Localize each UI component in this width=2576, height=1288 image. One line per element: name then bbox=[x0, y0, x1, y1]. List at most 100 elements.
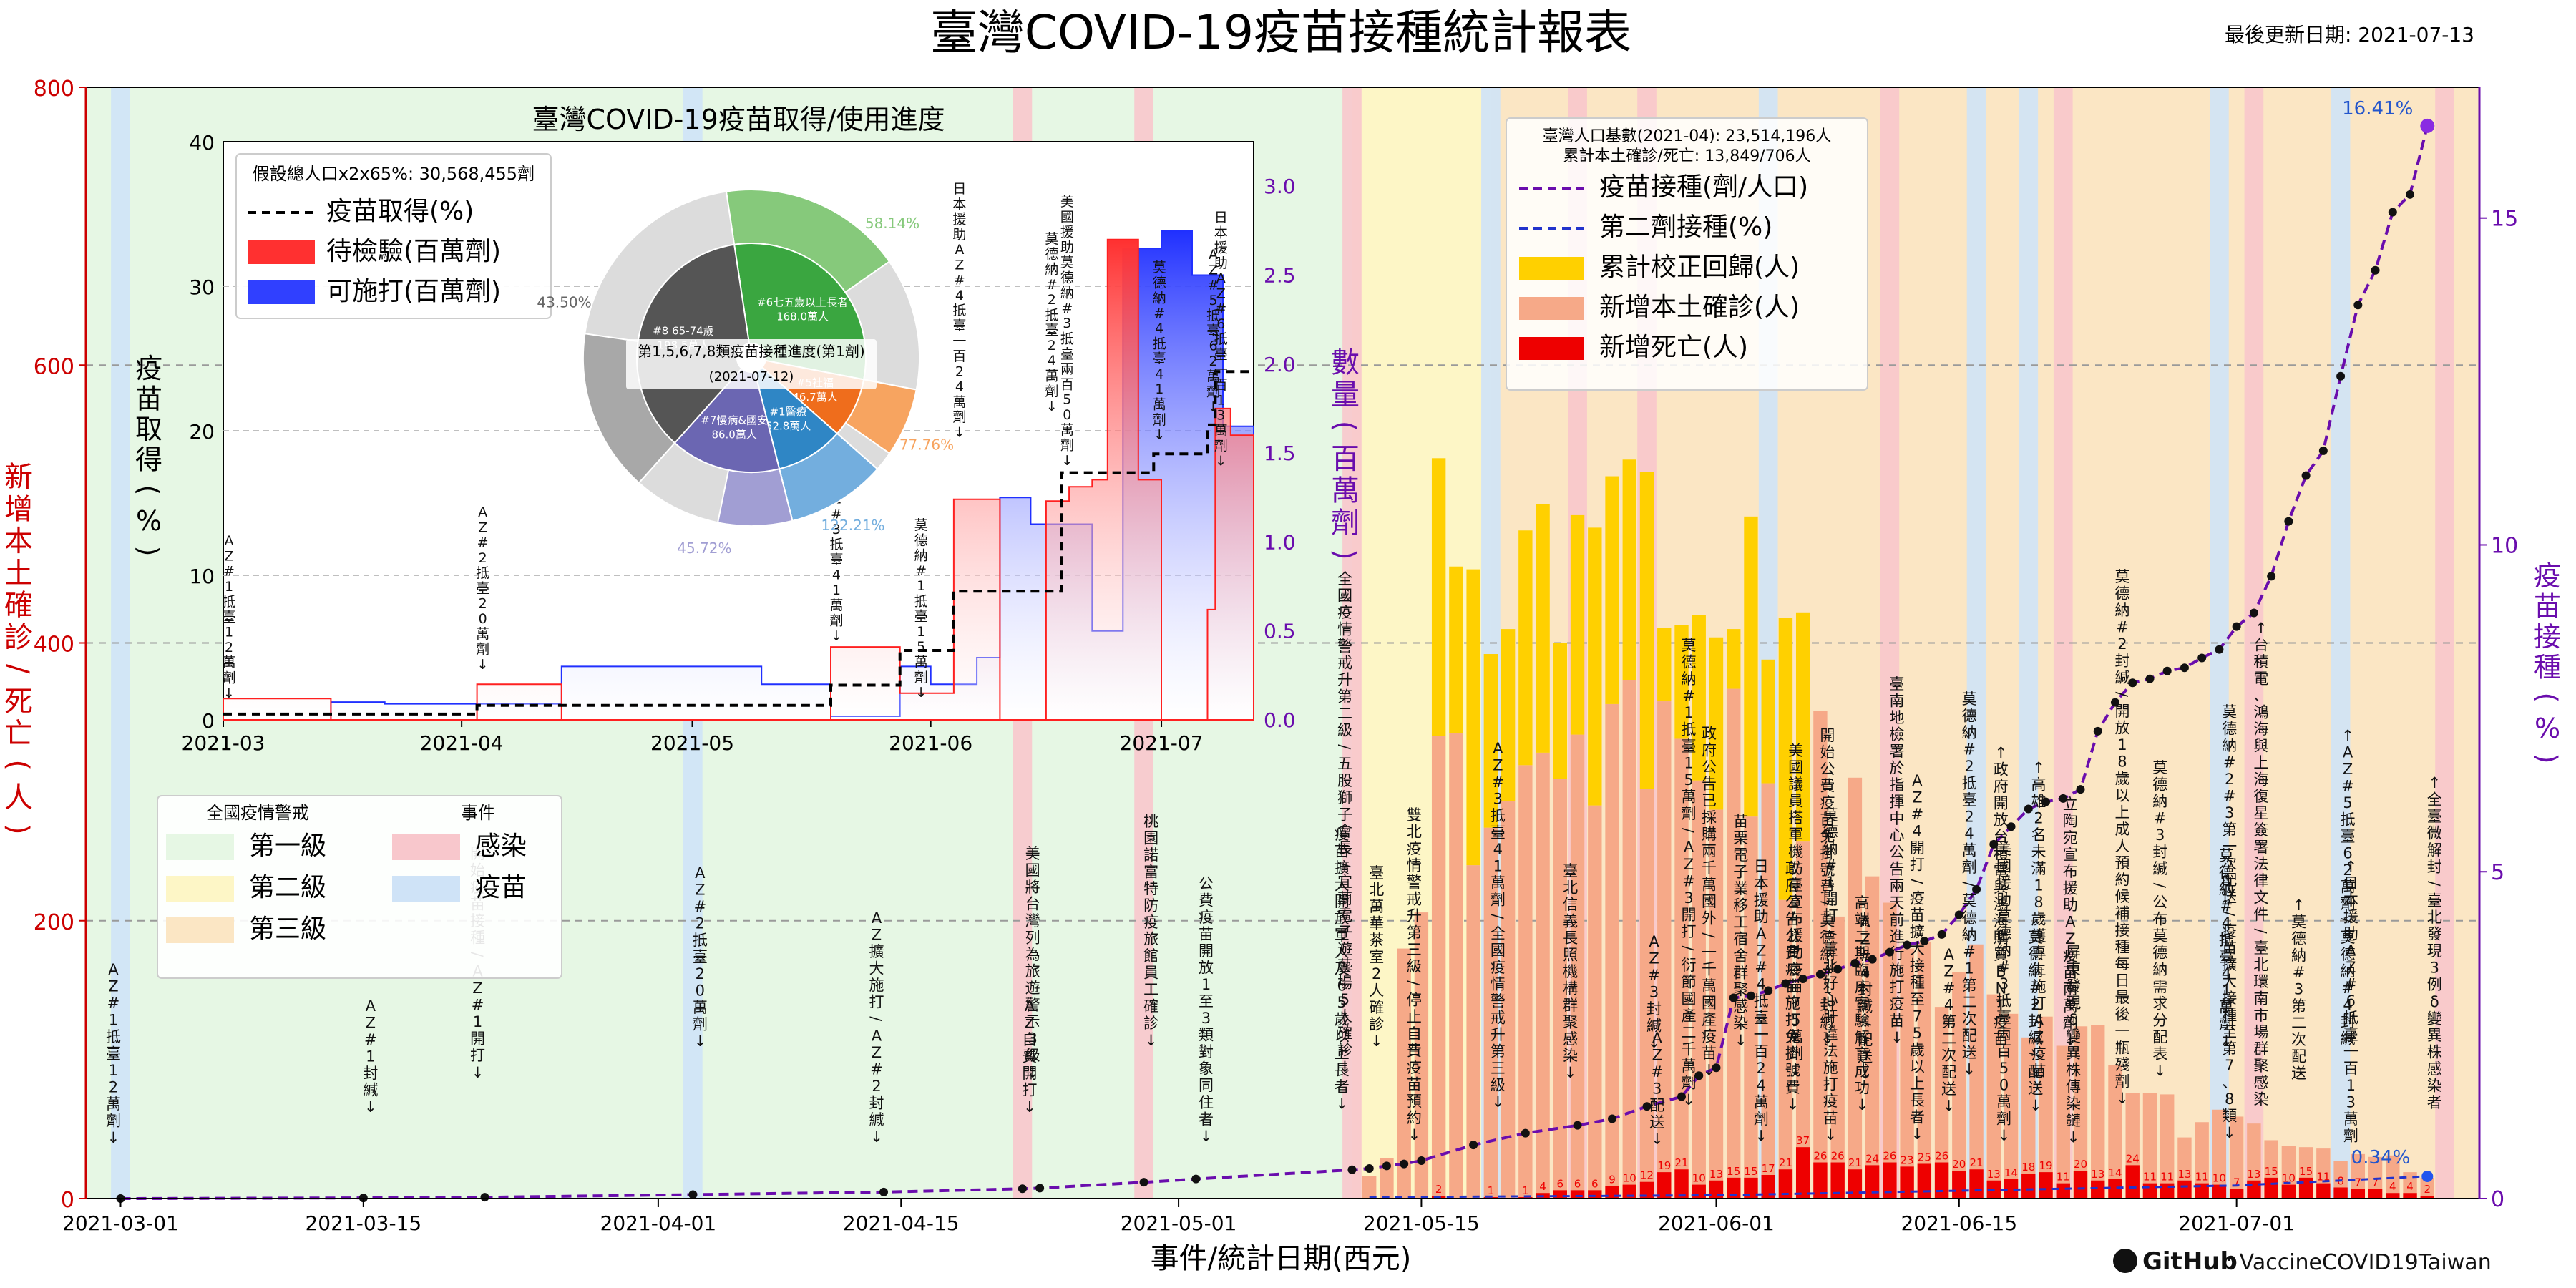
svg-text:診: 診 bbox=[1337, 1042, 1352, 1059]
svg-text:↓: ↓ bbox=[364, 1098, 377, 1116]
svg-text:實: 實 bbox=[1855, 995, 1870, 1013]
svg-text:送: 送 bbox=[1941, 1080, 1956, 1098]
donut-outer-pct: 45.72% bbox=[677, 540, 731, 557]
svg-text:): ) bbox=[1328, 549, 1361, 560]
svg-text:染: 染 bbox=[1733, 1015, 1748, 1032]
svg-text:舍: 舍 bbox=[1733, 947, 1748, 965]
svg-text:子: 子 bbox=[1337, 806, 1352, 823]
bar-deaths bbox=[1588, 1190, 1602, 1199]
svg-text:獅: 獅 bbox=[1337, 789, 1352, 806]
svg-text:劑: 劑 bbox=[1682, 1075, 1697, 1092]
svg-text:Z: Z bbox=[955, 257, 964, 273]
vaccination-point bbox=[1972, 884, 1981, 894]
svg-text:前: 前 bbox=[1889, 911, 1904, 928]
svg-text:打: 打 bbox=[1889, 978, 1904, 995]
death-label: 7 bbox=[2233, 1176, 2240, 1189]
svg-text:#: # bbox=[2345, 976, 2358, 993]
svg-text:打: 打 bbox=[2031, 995, 2046, 1012]
svg-text:#: # bbox=[2220, 898, 2233, 915]
legend-label: 疫苗接種(劑/人口) bbox=[1599, 172, 1808, 202]
svg-text:配: 配 bbox=[1941, 1064, 1956, 1081]
svg-text:臺: 臺 bbox=[1962, 791, 1977, 809]
svg-text:劑: 劑 bbox=[1206, 384, 1220, 400]
bar-backlog-total bbox=[1605, 476, 1619, 704]
svg-text:莫: 莫 bbox=[2341, 929, 2356, 946]
svg-text:土: 土 bbox=[4, 557, 33, 590]
death-label: 23 bbox=[1901, 1153, 1914, 1166]
svg-text:1: 1 bbox=[1216, 392, 1225, 408]
svg-text:6: 6 bbox=[1216, 316, 1225, 332]
github-credit[interactable]: GitHub : VaccineCOVID19Taiwan bbox=[2113, 1247, 2492, 1276]
bar-new-cases bbox=[1986, 994, 2001, 1199]
svg-text:送: 送 bbox=[2028, 1080, 2043, 1098]
death-label: 26 bbox=[1935, 1150, 1948, 1163]
svg-text:↓: ↓ bbox=[2064, 1031, 2077, 1048]
svg-text:電: 電 bbox=[1337, 907, 1352, 924]
svg-text:百: 百 bbox=[1214, 377, 1228, 393]
svg-text:A: A bbox=[1216, 270, 1226, 286]
svg-text:2: 2 bbox=[872, 1078, 881, 1095]
bar-backlog-total bbox=[1657, 628, 1672, 702]
svg-text:緘: 緘 bbox=[363, 1082, 378, 1099]
bar-new-cases bbox=[1778, 899, 1793, 1199]
svg-text:臺: 臺 bbox=[2343, 1026, 2358, 1043]
svg-text:#: # bbox=[1648, 967, 1661, 984]
svg-text:最: 最 bbox=[2114, 989, 2129, 1006]
svg-text:示: 示 bbox=[1025, 1013, 1040, 1030]
svg-text:國: 國 bbox=[1682, 990, 1697, 1008]
death-label: 2 bbox=[2424, 1183, 2431, 1196]
svg-text:美: 美 bbox=[1996, 841, 2011, 858]
inset-y-tick-label: 0 bbox=[202, 709, 215, 733]
svg-text:/: / bbox=[1336, 862, 1353, 868]
svg-text:三: 三 bbox=[1491, 1060, 1506, 1077]
svg-text:4: 4 bbox=[1757, 976, 1766, 993]
svg-text:Z: Z bbox=[2343, 761, 2353, 778]
vaccination-point bbox=[1989, 839, 1999, 849]
svg-text:特: 特 bbox=[1143, 880, 1158, 897]
svg-text:預: 預 bbox=[2114, 854, 2129, 872]
svg-text:莫: 莫 bbox=[2152, 759, 2167, 776]
svg-text:封: 封 bbox=[2114, 653, 2129, 670]
death-label: 10 bbox=[2212, 1172, 2226, 1185]
bar-deaths bbox=[2177, 1180, 2192, 1199]
svg-text:華: 華 bbox=[1369, 915, 1384, 932]
svg-text:盲: 盲 bbox=[1855, 1046, 1870, 1063]
vaccination-point bbox=[1850, 959, 1860, 968]
svg-text:5: 5 bbox=[1684, 771, 1693, 789]
vaccination-point bbox=[1903, 940, 1912, 950]
svg-text:#: # bbox=[694, 898, 707, 915]
vaccination-point bbox=[2232, 622, 2241, 631]
bar-new-cases bbox=[1431, 736, 1446, 1199]
svg-text:開: 開 bbox=[1022, 1065, 1037, 1082]
death-label: 20 bbox=[1952, 1158, 1966, 1171]
svg-text:↓: ↓ bbox=[2154, 1062, 2167, 1079]
svg-text:掛: 掛 bbox=[1820, 845, 1835, 862]
svg-text:開: 開 bbox=[1823, 891, 1838, 908]
svg-text:劑: 劑 bbox=[2341, 895, 2356, 912]
svg-text:臺: 臺 bbox=[1060, 346, 1074, 362]
svg-text:地: 地 bbox=[1889, 709, 1904, 726]
svg-text:文: 文 bbox=[2253, 889, 2268, 906]
svg-text:工: 工 bbox=[1733, 914, 1748, 931]
svg-text:日: 日 bbox=[952, 181, 966, 197]
svg-text:Z: Z bbox=[472, 980, 482, 997]
svg-text:5: 5 bbox=[1209, 293, 1217, 308]
svg-text:已: 已 bbox=[1702, 792, 1717, 809]
svg-text:業: 業 bbox=[1733, 880, 1748, 897]
svg-text:購: 購 bbox=[1994, 930, 2009, 947]
svg-text:4: 4 bbox=[2222, 965, 2231, 982]
svg-text:購: 購 bbox=[1702, 826, 1717, 843]
svg-text:Z: Z bbox=[108, 978, 118, 995]
vaccination-point bbox=[1035, 1184, 1045, 1193]
vaccination-point bbox=[879, 1187, 888, 1196]
svg-text:↓: ↓ bbox=[107, 1129, 120, 1146]
svg-text:↓: ↓ bbox=[1408, 1126, 1421, 1143]
svg-text:#: # bbox=[2341, 778, 2354, 795]
svg-text:萬: 萬 bbox=[1214, 423, 1228, 439]
svg-text:配: 配 bbox=[2028, 1063, 2043, 1080]
